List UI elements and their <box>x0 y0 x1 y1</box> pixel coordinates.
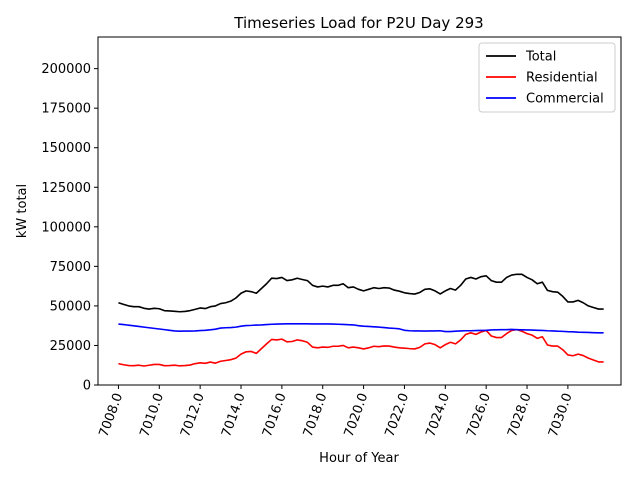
y-tick-label: 25000 <box>50 339 91 354</box>
chart-title: Timeseries Load for P2U Day 293 <box>233 14 483 32</box>
y-tick-label: 0 <box>83 379 91 394</box>
legend-box <box>478 42 616 113</box>
legend-label-commercial: Commercial <box>526 92 604 107</box>
y-axis: 0 25000 50000 75000 100000 125000 150000 175000… <box>41 62 98 394</box>
legend-label-residential: Residential <box>526 71 598 86</box>
y-tick-label: 75000 <box>50 260 91 275</box>
legend-label-total: Total <box>525 50 556 65</box>
y-tick-label: 150000 <box>41 141 91 156</box>
x-axis-title: Hour of Year <box>319 451 399 466</box>
series-line-commercial <box>118 322 604 334</box>
y-tick-label: 100000 <box>41 220 91 235</box>
y-tick-label: 175000 <box>41 102 91 117</box>
y-tick-label: 200000 <box>41 62 91 77</box>
plot-area-frame <box>97 36 622 386</box>
series-line-total <box>118 273 604 313</box>
series-layer <box>118 273 604 367</box>
y-tick-label: 50000 <box>50 299 91 314</box>
y-tick-label: 125000 <box>41 181 91 196</box>
y-axis-title: kW total <box>15 184 30 238</box>
legend: Total Residential Commercial <box>478 42 616 113</box>
series-line-residential <box>118 328 604 367</box>
